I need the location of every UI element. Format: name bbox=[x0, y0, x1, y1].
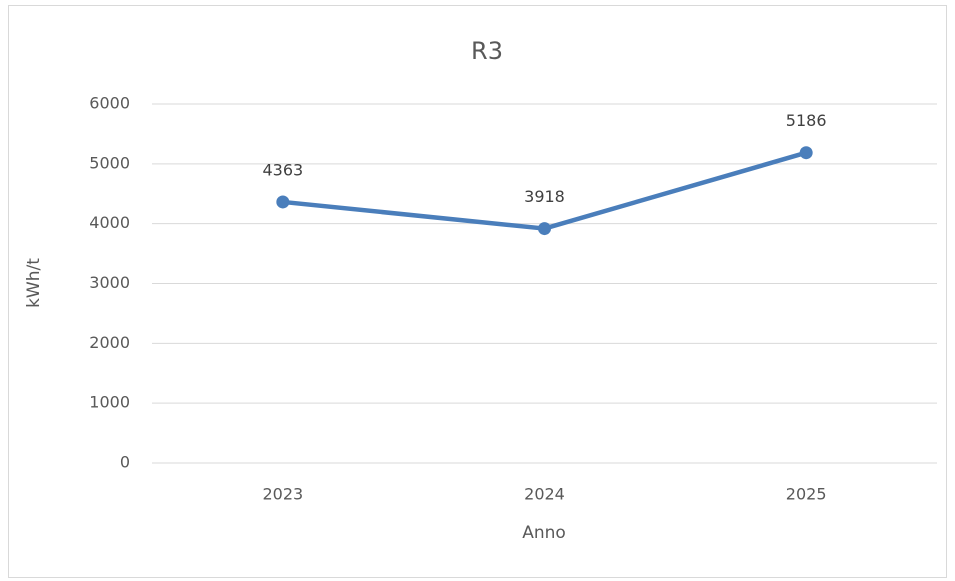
data-label: 4363 bbox=[262, 160, 303, 179]
data-label: 5186 bbox=[786, 111, 827, 130]
x-tick-label: 2023 bbox=[262, 485, 303, 504]
y-tick-label: 4000 bbox=[89, 213, 130, 232]
x-tick-label: 2025 bbox=[786, 485, 827, 504]
x-axis-label: Anno bbox=[522, 523, 566, 543]
chart-border bbox=[8, 5, 947, 578]
y-tick-label: 6000 bbox=[89, 94, 130, 113]
y-tick-label: 1000 bbox=[89, 393, 130, 412]
y-tick-label: 2000 bbox=[89, 333, 130, 352]
data-label: 3918 bbox=[524, 187, 565, 206]
point bbox=[799, 146, 813, 160]
y-tick-label: 0 bbox=[120, 453, 130, 472]
y-axis-label: kWh/t bbox=[24, 258, 44, 308]
y-tick-label: 3000 bbox=[89, 273, 130, 292]
point bbox=[276, 195, 290, 209]
chart-title: R3 bbox=[471, 37, 503, 65]
point bbox=[538, 222, 551, 236]
x-tick-label: 2024 bbox=[524, 485, 565, 504]
y-tick-label: 5000 bbox=[89, 153, 130, 172]
